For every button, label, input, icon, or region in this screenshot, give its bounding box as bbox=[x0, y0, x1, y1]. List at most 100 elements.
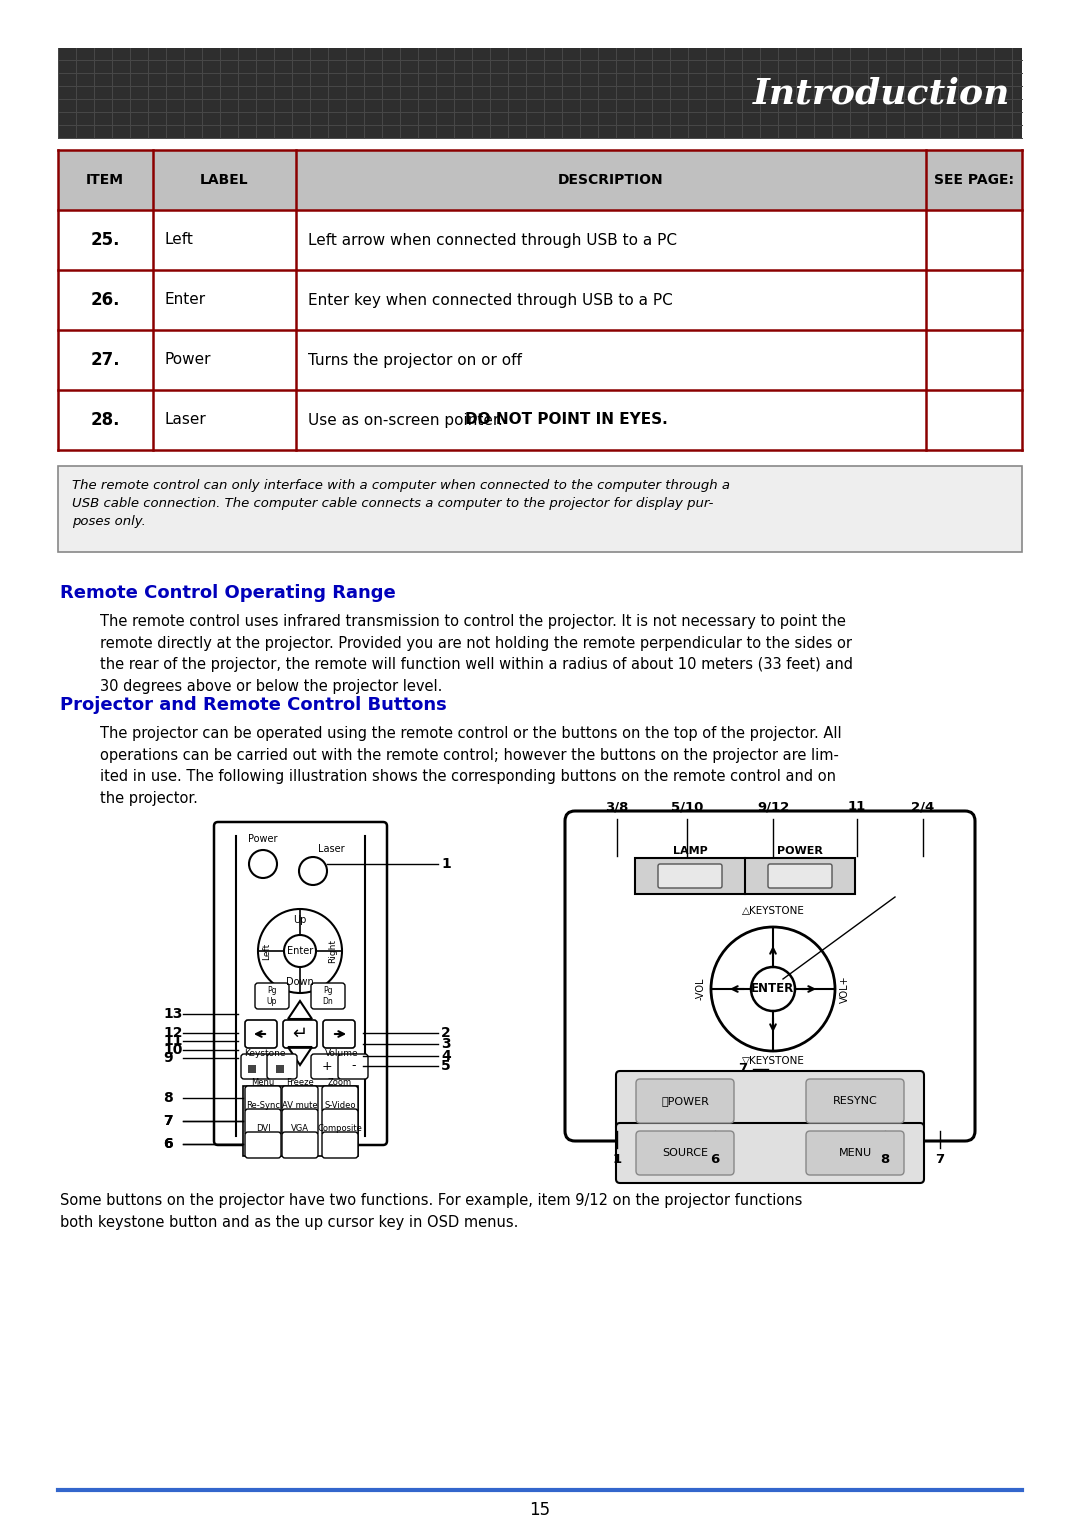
FancyBboxPatch shape bbox=[565, 811, 975, 1141]
Text: Composite: Composite bbox=[318, 1124, 363, 1133]
Text: Laser: Laser bbox=[318, 844, 345, 854]
FancyBboxPatch shape bbox=[616, 1070, 924, 1132]
Text: ⓘPOWER: ⓘPOWER bbox=[661, 1096, 708, 1106]
Text: ▽KEYSTONE: ▽KEYSTONE bbox=[742, 1057, 805, 1066]
Text: ENTER: ENTER bbox=[752, 982, 795, 996]
Text: S-Video: S-Video bbox=[324, 1101, 355, 1110]
Text: 11: 11 bbox=[848, 800, 866, 812]
FancyBboxPatch shape bbox=[806, 1080, 904, 1122]
FancyBboxPatch shape bbox=[245, 1132, 281, 1157]
Text: Introduction: Introduction bbox=[753, 76, 1010, 110]
Text: SEE PAGE:: SEE PAGE: bbox=[934, 173, 1014, 186]
Text: DO NOT POINT IN EYES.: DO NOT POINT IN EYES. bbox=[465, 412, 669, 428]
Text: Left: Left bbox=[165, 232, 194, 247]
Text: 3/8: 3/8 bbox=[605, 800, 629, 812]
Text: Left arrow when connected through USB to a PC: Left arrow when connected through USB to… bbox=[308, 232, 677, 247]
FancyBboxPatch shape bbox=[322, 1109, 357, 1135]
Text: 2: 2 bbox=[441, 1026, 450, 1040]
Text: 25.: 25. bbox=[91, 231, 120, 249]
Text: SOURCE: SOURCE bbox=[662, 1148, 708, 1157]
Text: LAMP: LAMP bbox=[673, 846, 707, 857]
Text: 7: 7 bbox=[739, 1063, 747, 1075]
FancyBboxPatch shape bbox=[338, 1054, 368, 1080]
FancyBboxPatch shape bbox=[282, 1109, 318, 1135]
FancyBboxPatch shape bbox=[283, 1020, 318, 1048]
FancyBboxPatch shape bbox=[323, 1020, 355, 1048]
FancyBboxPatch shape bbox=[245, 1086, 281, 1112]
Text: Menu: Menu bbox=[252, 1078, 274, 1087]
Text: AV mute: AV mute bbox=[282, 1101, 318, 1110]
Text: 1: 1 bbox=[612, 1153, 622, 1167]
Text: Power: Power bbox=[248, 834, 278, 844]
Bar bbox=[276, 1064, 284, 1073]
Text: 2/4: 2/4 bbox=[912, 800, 934, 812]
Text: 13: 13 bbox=[163, 1006, 183, 1022]
FancyBboxPatch shape bbox=[636, 1132, 734, 1174]
Text: △KEYSTONE: △KEYSTONE bbox=[742, 906, 805, 916]
Text: -: - bbox=[352, 1060, 356, 1072]
Text: 7: 7 bbox=[163, 1115, 173, 1128]
FancyBboxPatch shape bbox=[267, 1054, 297, 1080]
Text: POWER: POWER bbox=[778, 846, 823, 857]
Text: DVI: DVI bbox=[256, 1124, 270, 1133]
Text: MENU: MENU bbox=[838, 1148, 872, 1157]
Text: Enter: Enter bbox=[287, 947, 313, 956]
Text: 7: 7 bbox=[163, 1115, 173, 1128]
FancyBboxPatch shape bbox=[322, 1086, 357, 1112]
Text: 1: 1 bbox=[441, 857, 450, 870]
Text: Keystone: Keystone bbox=[244, 1049, 286, 1058]
Text: Pg
Up: Pg Up bbox=[267, 986, 278, 1006]
Text: Down: Down bbox=[286, 977, 314, 986]
FancyBboxPatch shape bbox=[214, 822, 387, 1145]
Text: ↵: ↵ bbox=[293, 1025, 308, 1043]
Text: 11: 11 bbox=[163, 1034, 183, 1048]
Text: The projector can be operated using the remote control or the buttons on the top: The projector can be operated using the … bbox=[100, 725, 841, 806]
Text: +: + bbox=[322, 1060, 333, 1072]
Text: 9/12: 9/12 bbox=[757, 800, 789, 812]
FancyBboxPatch shape bbox=[241, 1054, 271, 1080]
Text: Pg
Dn: Pg Dn bbox=[323, 986, 334, 1006]
Bar bbox=[243, 1086, 357, 1156]
Text: VGA: VGA bbox=[291, 1124, 309, 1133]
Text: Some buttons on the projector have two functions. For example, item 9/12 on the : Some buttons on the projector have two f… bbox=[60, 1193, 802, 1229]
Bar bbox=[635, 858, 855, 893]
Text: Remote Control Operating Range: Remote Control Operating Range bbox=[60, 583, 395, 602]
Text: Up: Up bbox=[294, 915, 307, 925]
Text: Power: Power bbox=[165, 353, 212, 368]
Text: 10: 10 bbox=[163, 1043, 183, 1057]
Text: 5: 5 bbox=[441, 1060, 450, 1073]
Text: 3: 3 bbox=[441, 1037, 450, 1051]
Text: The remote control uses infrared transmission to control the projector. It is no: The remote control uses infrared transmi… bbox=[100, 614, 853, 693]
Text: 8: 8 bbox=[880, 1153, 890, 1167]
Text: Laser: Laser bbox=[165, 412, 206, 428]
Text: DESCRIPTION: DESCRIPTION bbox=[558, 173, 664, 186]
Text: RESYNC: RESYNC bbox=[833, 1096, 877, 1106]
Text: Use as on-screen pointer.: Use as on-screen pointer. bbox=[308, 412, 508, 428]
Bar bbox=[58, 47, 1022, 137]
FancyBboxPatch shape bbox=[245, 1109, 281, 1135]
Text: The remote control can only interface with a computer when connected to the comp: The remote control can only interface wi… bbox=[72, 479, 730, 528]
Text: Re-Sync: Re-Sync bbox=[246, 1101, 280, 1110]
Text: Freeze: Freeze bbox=[286, 1078, 314, 1087]
Text: 6: 6 bbox=[163, 1138, 173, 1151]
FancyBboxPatch shape bbox=[806, 1132, 904, 1174]
Text: 5/10: 5/10 bbox=[671, 800, 703, 812]
Bar bbox=[58, 466, 1022, 551]
FancyBboxPatch shape bbox=[658, 864, 723, 889]
Bar bbox=[58, 150, 1022, 211]
Text: LABEL: LABEL bbox=[200, 173, 248, 186]
FancyBboxPatch shape bbox=[311, 1054, 341, 1080]
FancyBboxPatch shape bbox=[768, 864, 832, 889]
Text: 15: 15 bbox=[529, 1501, 551, 1519]
Text: ITEM: ITEM bbox=[86, 173, 124, 186]
Text: Zoom: Zoom bbox=[328, 1078, 352, 1087]
Text: Right: Right bbox=[328, 939, 337, 964]
Text: 7: 7 bbox=[935, 1153, 945, 1167]
FancyBboxPatch shape bbox=[311, 983, 345, 1009]
Text: 6: 6 bbox=[163, 1138, 173, 1151]
Text: 12: 12 bbox=[163, 1026, 183, 1040]
Text: 27.: 27. bbox=[91, 351, 120, 370]
Bar bbox=[248, 1064, 256, 1073]
Text: Left: Left bbox=[262, 942, 271, 959]
FancyBboxPatch shape bbox=[616, 1122, 924, 1183]
